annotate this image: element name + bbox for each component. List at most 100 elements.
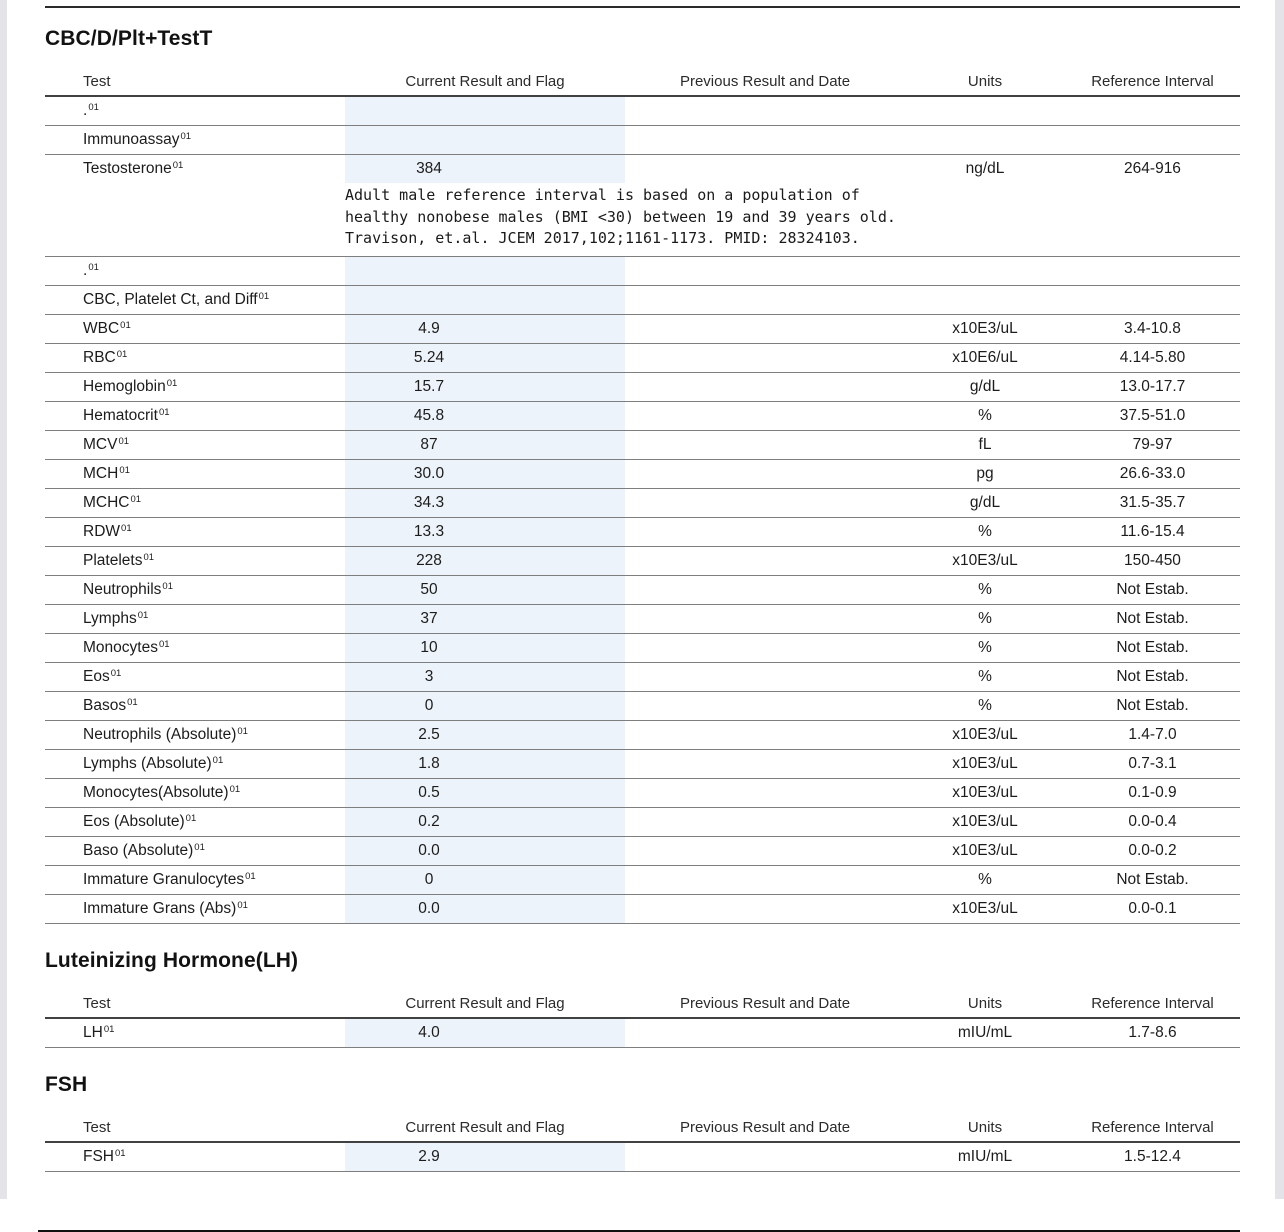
- units-value: %: [978, 870, 992, 888]
- result-value: 5.24: [413, 348, 445, 366]
- units-value: x10E3/uL: [952, 812, 1018, 830]
- reference-cell: 4.14-5.80: [1065, 349, 1240, 367]
- result-cell: 0: [345, 865, 625, 894]
- result-cell: 0.0: [345, 836, 625, 865]
- reference-cell: 264-916: [1065, 160, 1240, 178]
- result-value: 4.0: [418, 1023, 440, 1041]
- result-value: 2.5: [418, 725, 440, 743]
- reference-value: 4.14-5.80: [1119, 348, 1186, 366]
- test-sup: 01: [120, 319, 131, 331]
- reference-cell: 1.7-8.6: [1065, 1024, 1240, 1042]
- column-header-units: Units: [967, 1118, 1003, 1136]
- section-title: CBC/D/Plt+TestT: [45, 27, 213, 50]
- units-value: x10E3/uL: [952, 319, 1018, 337]
- test-sup: 01: [185, 812, 197, 824]
- report-section: Luteinizing Hormone(LH) Test Current Res…: [45, 949, 1240, 1048]
- units-cell: g/dL: [905, 378, 1065, 396]
- reference-value: 1.4-7.0: [1128, 725, 1177, 743]
- column-header-previous-result: Previous Result and Date: [679, 1118, 851, 1136]
- test-sup: 01: [258, 290, 270, 302]
- units-cell: ng/dL: [905, 160, 1065, 178]
- units-cell: g/dL: [905, 494, 1065, 512]
- test-cell: Immunoassay01: [45, 131, 345, 149]
- test-label: Eos (Absolute): [83, 812, 185, 830]
- units-cell: x10E3/uL: [905, 320, 1065, 338]
- reference-value: Not Estab.: [1116, 870, 1189, 888]
- table-row: RBC01 5.24 x10E6/uL 4.14-5.80: [45, 343, 1240, 373]
- test-label: Lymphs (Absolute): [83, 754, 212, 772]
- result-value: 0.0: [418, 841, 440, 859]
- test-sup: 01: [143, 551, 155, 563]
- test-label: Hemoglobin: [83, 377, 166, 395]
- table-row: Immature Granulocytes01 0 % Not Estab.: [45, 865, 1240, 895]
- reference-value: 0.1-0.9: [1128, 783, 1177, 801]
- test-cell: CBC, Platelet Ct, and Diff01: [45, 291, 345, 309]
- test-sup: 01: [158, 406, 170, 418]
- test-cell: RBC01: [45, 349, 345, 367]
- reference-value: 0.7-3.1: [1128, 754, 1177, 772]
- table-row: Lymphs (Absolute)01 1.8 x10E3/uL 0.7-3.1: [45, 749, 1240, 779]
- reference-value: 0.0-0.1: [1128, 899, 1177, 917]
- reference-value: 26.6-33.0: [1119, 464, 1186, 482]
- result-value: 4.9: [418, 319, 440, 337]
- table-body: LH01 4.0 mIU/mL 1.7-8.6: [45, 1018, 1240, 1048]
- test-label: Immunoassay: [83, 131, 180, 148]
- result-value: 0: [424, 870, 434, 888]
- column-header-current-result: Current Result and Flag: [405, 1118, 565, 1136]
- reference-cell: 37.5-51.0: [1065, 407, 1240, 425]
- column-header-reference-interval: Reference Interval: [1091, 994, 1214, 1012]
- result-value: 45.8: [413, 406, 445, 424]
- test-label: FSH: [83, 1147, 114, 1165]
- reference-cell: 0.0-0.1: [1065, 900, 1240, 918]
- result-value: 1.8: [418, 754, 440, 772]
- table-row: Monocytes01 10 % Not Estab.: [45, 633, 1240, 663]
- units-value: %: [978, 609, 992, 627]
- table-row: MCHC01 34.3 g/dL 31.5-35.7: [45, 488, 1240, 518]
- units-cell: mIU/mL: [905, 1148, 1065, 1166]
- result-value: 0.5: [418, 783, 440, 801]
- test-sup: 01: [88, 261, 99, 273]
- reference-value: 3.4-10.8: [1124, 319, 1181, 337]
- test-sup: 01: [237, 899, 248, 911]
- column-header-units: Units: [967, 73, 1003, 90]
- result-value: 34.3: [413, 493, 445, 511]
- table-row: .01: [45, 97, 1240, 126]
- test-sup: 01: [137, 609, 149, 621]
- test-sup: 01: [119, 464, 130, 476]
- result-cell: 34.3: [345, 488, 625, 517]
- units-value: x10E3/uL: [952, 754, 1018, 772]
- test-sup: 01: [110, 667, 122, 679]
- result-cell: 45.8: [345, 401, 625, 430]
- test-cell: Lymphs (Absolute)01: [45, 755, 345, 773]
- test-cell: Eos (Absolute)01: [45, 813, 345, 831]
- table-row: Monocytes(Absolute)01 0.5 x10E3/uL 0.1-0…: [45, 778, 1240, 808]
- table-row: FSH01 2.9 mIU/mL 1.5-12.4: [45, 1142, 1240, 1172]
- reference-cell: 1.4-7.0: [1065, 726, 1240, 744]
- section-title: FSH: [45, 1072, 88, 1096]
- result-value: 50: [420, 580, 438, 598]
- units-value: fL: [978, 435, 992, 453]
- units-value: %: [978, 522, 992, 540]
- result-cell: 15.7: [345, 372, 625, 401]
- result-value: 3: [424, 667, 434, 685]
- units-cell: x10E3/uL: [905, 755, 1065, 773]
- test-cell: Basos01: [45, 697, 345, 715]
- reference-value: Not Estab.: [1116, 638, 1189, 656]
- table-row: Hematocrit01 45.8 % 37.5-51.0: [45, 401, 1240, 431]
- test-cell: Baso (Absolute)01: [45, 842, 345, 860]
- test-cell: Hemoglobin01: [45, 378, 345, 396]
- test-cell: MCHC01: [45, 494, 345, 512]
- test-sup: 01: [115, 1147, 126, 1159]
- reference-cell: 13.0-17.7: [1065, 378, 1240, 396]
- table-row: Testosterone01 384 ng/dL 264-916 Adult m…: [45, 155, 1240, 257]
- table-row: MCV01 87 fL 79-97: [45, 430, 1240, 460]
- result-value: 10: [420, 638, 438, 656]
- reference-cell: Not Estab.: [1065, 697, 1240, 715]
- result-cell: 4.9: [345, 314, 625, 343]
- units-cell: %: [905, 610, 1065, 628]
- reference-value: 79-97: [1132, 435, 1173, 453]
- result-cell: 4.0: [345, 1018, 625, 1047]
- units-cell: %: [905, 407, 1065, 425]
- test-sup: 01: [237, 725, 248, 737]
- test-cell: Monocytes01: [45, 639, 345, 657]
